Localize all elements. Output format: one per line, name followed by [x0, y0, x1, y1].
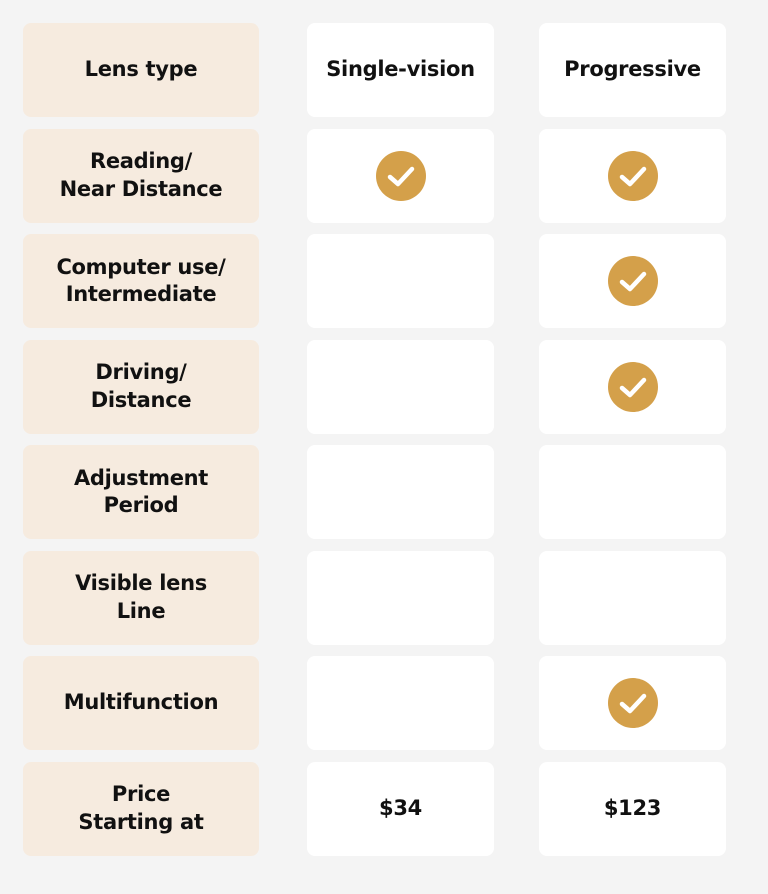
- value-cell: [539, 234, 726, 328]
- row-label-cell: Visible lens Line: [23, 550, 259, 645]
- row-label-cell: Multifunction: [23, 656, 259, 750]
- row-label: Reading/: [89, 149, 193, 174]
- row-label: Price: [111, 782, 171, 807]
- row-label: Intermediate: [65, 282, 217, 306]
- value-cell: [539, 445, 726, 539]
- row-label-cell: Adjustment Period: [23, 445, 259, 539]
- value-cell: [539, 656, 726, 750]
- value-cell: [539, 339, 726, 434]
- value-cell: $34: [307, 761, 494, 856]
- row-label: Starting at: [78, 809, 204, 834]
- value-cell: $123: [539, 761, 726, 856]
- header-text: Progressive: [564, 57, 701, 82]
- value-cell: [539, 550, 726, 645]
- check-icon: [607, 150, 658, 201]
- header-text: Single-vision: [326, 57, 475, 82]
- row-label-cell: Computer use/Intermediate: [23, 234, 259, 328]
- price: $34: [379, 795, 422, 820]
- row-label-cell: Reading/Near Distance: [23, 128, 259, 223]
- check-icon: [375, 150, 426, 201]
- row-label: Period: [103, 493, 179, 517]
- check-icon: [607, 256, 658, 306]
- row-label: Multifunction: [63, 690, 219, 715]
- value-cell: [307, 656, 494, 750]
- row-label: Adjustment: [73, 465, 209, 490]
- value-cell: [307, 128, 494, 223]
- row-label: Near Distance: [59, 176, 223, 201]
- value-cell: [307, 234, 494, 328]
- price: $123: [603, 795, 662, 820]
- row-label: Line: [116, 598, 166, 623]
- header-cell: Progressive: [539, 23, 726, 117]
- row-label: Driving/: [95, 360, 187, 385]
- value-cell: [307, 550, 494, 645]
- header-text: Lens type: [84, 57, 198, 82]
- header-cell: Single-vision: [307, 23, 494, 117]
- check-icon: [607, 678, 658, 728]
- value-cell: [539, 128, 726, 223]
- row-label: Computer use/: [56, 254, 226, 279]
- value-cell: [307, 445, 494, 539]
- row-label: Visible lens: [75, 571, 207, 596]
- value-cell: [307, 339, 494, 434]
- row-label-cell: Driving/Distance: [23, 339, 259, 434]
- check-icon: [607, 361, 658, 412]
- row-label: Distance: [90, 387, 192, 412]
- header-cell: Lens type: [23, 23, 259, 117]
- row-label-cell: Price Starting at: [23, 761, 259, 856]
